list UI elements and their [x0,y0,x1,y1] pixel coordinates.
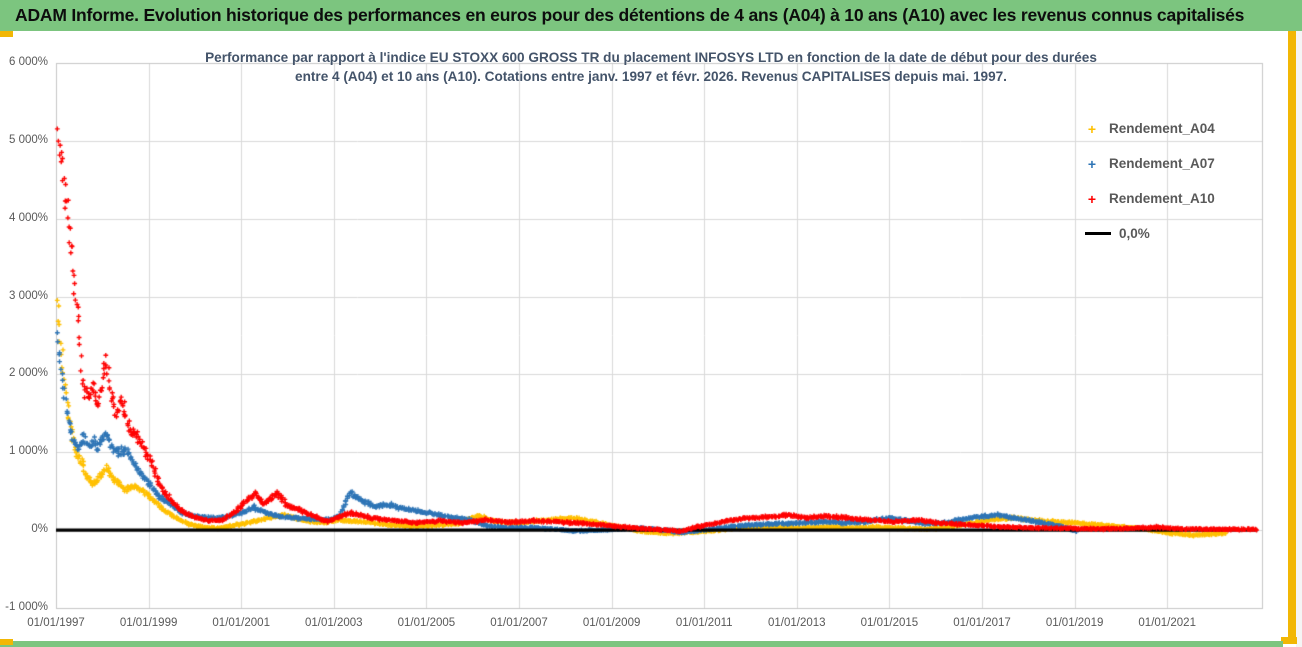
y-axis-tick-label: 1 000% [8,445,48,458]
legend-label: Rendement_A04 [1109,121,1215,136]
legend-label: 0,0% [1119,226,1150,241]
y-axis-tick-label: 4 000% [8,211,48,224]
x-axis-tick-label: 01/01/2017 [953,617,1011,629]
x-axis-tick-label: 01/01/2015 [860,617,919,629]
y-axis-tick-label: 0% [31,523,48,536]
chart-legend: + Rendement_A04 + Rendement_A07 + Rendement_A… [1085,121,1215,241]
x-axis-tick-label: 01/01/2009 [582,617,641,629]
x-axis-tick-label: 01/01/2005 [397,617,456,629]
plus-marker-icon: + [1087,190,1097,207]
legend-item-0-0-: 0,0% [1085,226,1215,241]
y-axis-tick-label: -1 000% [5,601,48,613]
chart-title-line2: entre 4 (A04) et 10 ans (A10). Cotations… [295,69,1007,84]
legend-item-rendement-a10: + Rendement_A10 [1085,191,1215,206]
x-axis-tick-label: 01/01/2007 [490,617,548,629]
x-axis-tick-label: 01/01/2003 [305,617,363,629]
y-axis-tick-label: 6 000% [8,56,48,68]
plus-marker-icon: + [1087,155,1097,172]
x-axis-tick-label: 01/01/2019 [1045,617,1104,629]
chart-title: Performance par rapport à l'indice EU ST… [131,48,1171,86]
y-axis-tick-label: 3 000% [8,289,48,302]
legend-label: Rendement_A10 [1109,191,1215,206]
y-axis-tick-label: 5 000% [8,133,48,146]
legend-label: Rendement_A07 [1109,156,1215,171]
x-axis-tick-label: 01/01/1999 [119,617,178,629]
y-axis-tick-label: 2 000% [8,367,48,380]
legend-item-rendement-a07: + Rendement_A07 [1085,156,1215,171]
x-axis-tick-label: 01/01/2021 [1138,617,1196,629]
zero-line-icon [1085,231,1111,236]
x-axis-tick-label: 01/01/2013 [768,617,826,629]
plus-marker-icon: + [1087,120,1097,137]
x-axis-tick-label: 01/01/2001 [212,617,270,629]
x-axis-tick-label: 01/01/1997 [27,617,85,629]
chart-title-line1: Performance par rapport à l'indice EU ST… [205,50,1097,65]
legend-item-rendement-a04: + Rendement_A04 [1085,121,1215,136]
x-axis-tick-label: 01/01/2011 [675,617,733,629]
